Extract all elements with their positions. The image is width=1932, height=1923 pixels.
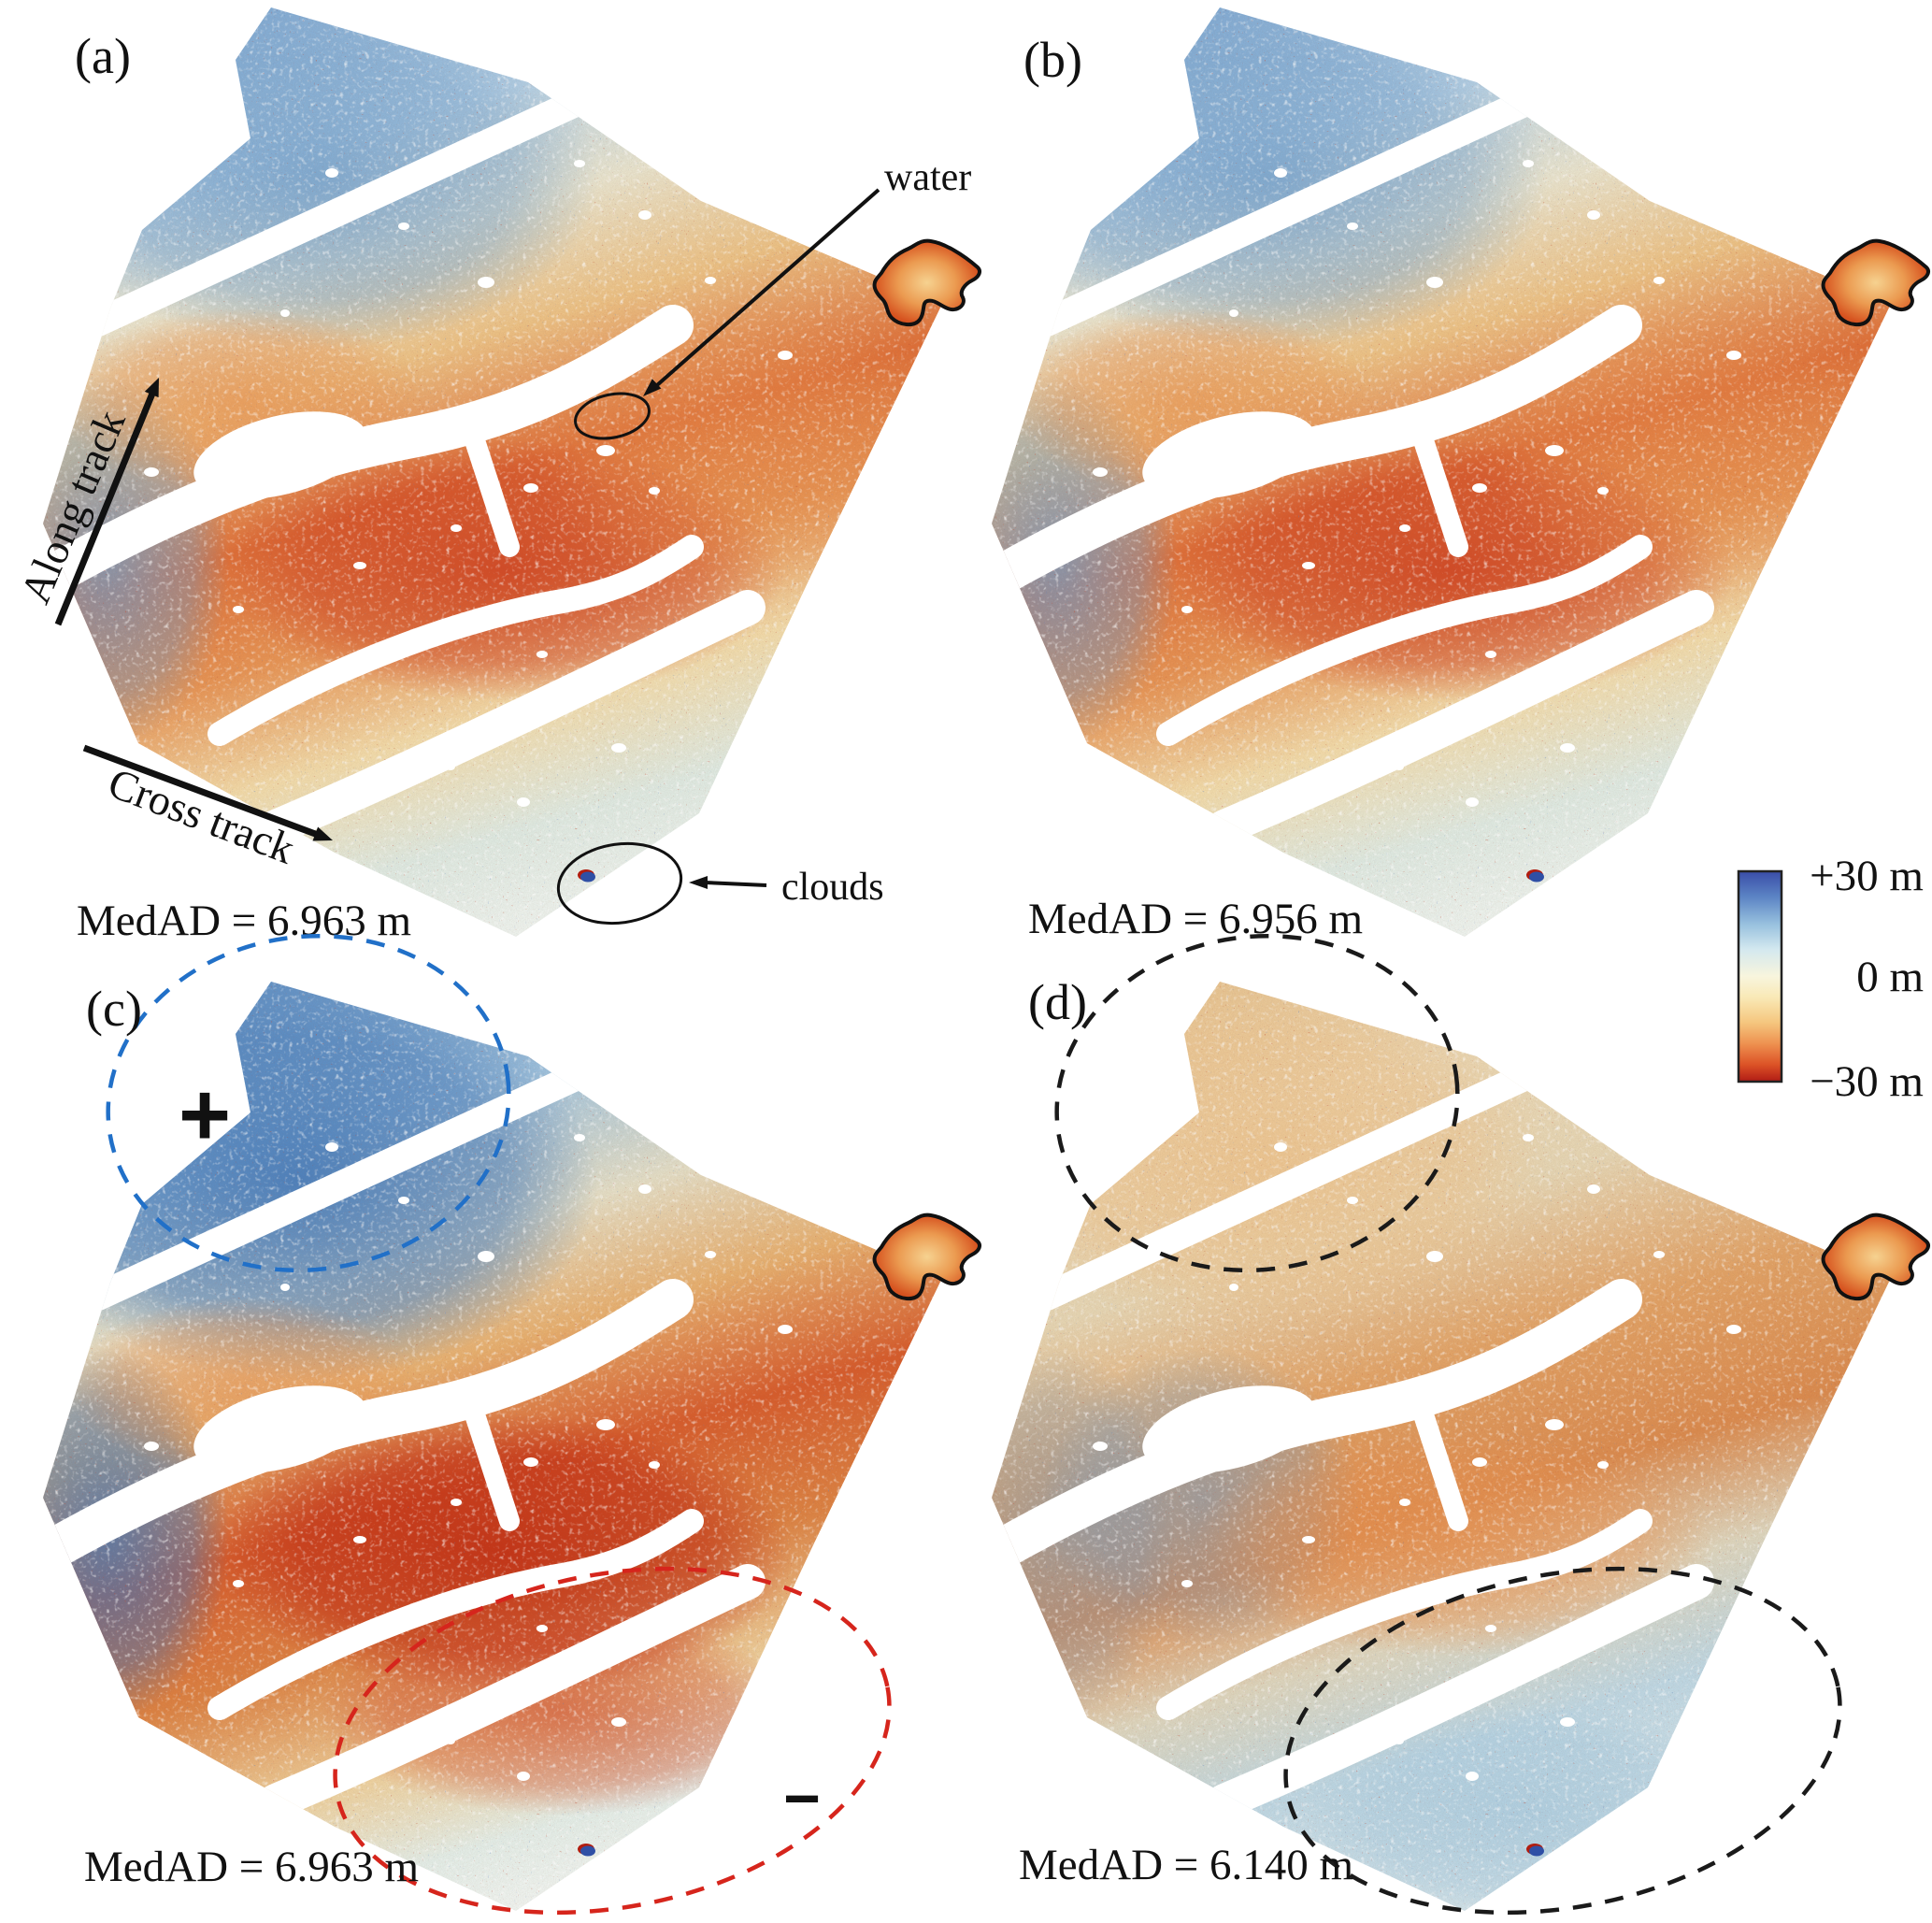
map-panel-a: water clouds Along track Cross track (a)… (11, 7, 981, 945)
panel-d-label: (d) (1028, 974, 1087, 1030)
colorbar-tick-mid: 0 m (1856, 953, 1924, 1001)
panel-a-medad: MedAD = 6.963 m (77, 897, 411, 945)
lower-region-ellipse (1283, 1566, 1842, 1916)
map-panel-c: + − (c) MedAD = 6.963 m (43, 933, 981, 1916)
along-track-arrowhead-icon (144, 378, 159, 398)
colorbar: +30 m 0 m −30 m (1737, 852, 1924, 1106)
water-leader-line (655, 188, 880, 387)
plus-sign: + (179, 1065, 231, 1165)
colorbar-tick-bottom: −30 m (1810, 1057, 1924, 1106)
positive-bias-ellipse (106, 933, 511, 1273)
colorbar-tick-top: +30 m (1810, 852, 1924, 900)
clouds-annotation-ellipse (556, 841, 683, 926)
panel-d-medad: MedAD = 6.140 m (1019, 1841, 1353, 1889)
negative-bias-ellipse (333, 1566, 892, 1916)
panel-c-label: (c) (86, 981, 142, 1037)
panel-b-medad: MedAD = 6.956 m (1028, 895, 1363, 943)
panel-a-label: (a) (75, 28, 131, 84)
panel-c-medad: MedAD = 6.963 m (84, 1843, 419, 1891)
minus-sign: − (783, 1763, 821, 1834)
along-track-arrow (54, 387, 158, 626)
water-annotation-ellipse (574, 392, 651, 440)
panel-b-label: (b) (1023, 32, 1082, 88)
water-label: water (884, 156, 971, 199)
cross-track-arrow (82, 744, 320, 839)
upper-region-ellipse (1054, 933, 1460, 1273)
clouds-arrowhead-icon (689, 876, 708, 889)
water-arrowhead-icon (643, 379, 662, 396)
map-panel-b: (b) MedAD = 6.956 m (992, 7, 1930, 943)
clouds-label: clouds (781, 866, 884, 909)
colorbar-gradient (1737, 869, 1783, 1083)
clouds-leader-line (704, 881, 767, 887)
cross-track-arrowhead-icon (312, 826, 333, 841)
